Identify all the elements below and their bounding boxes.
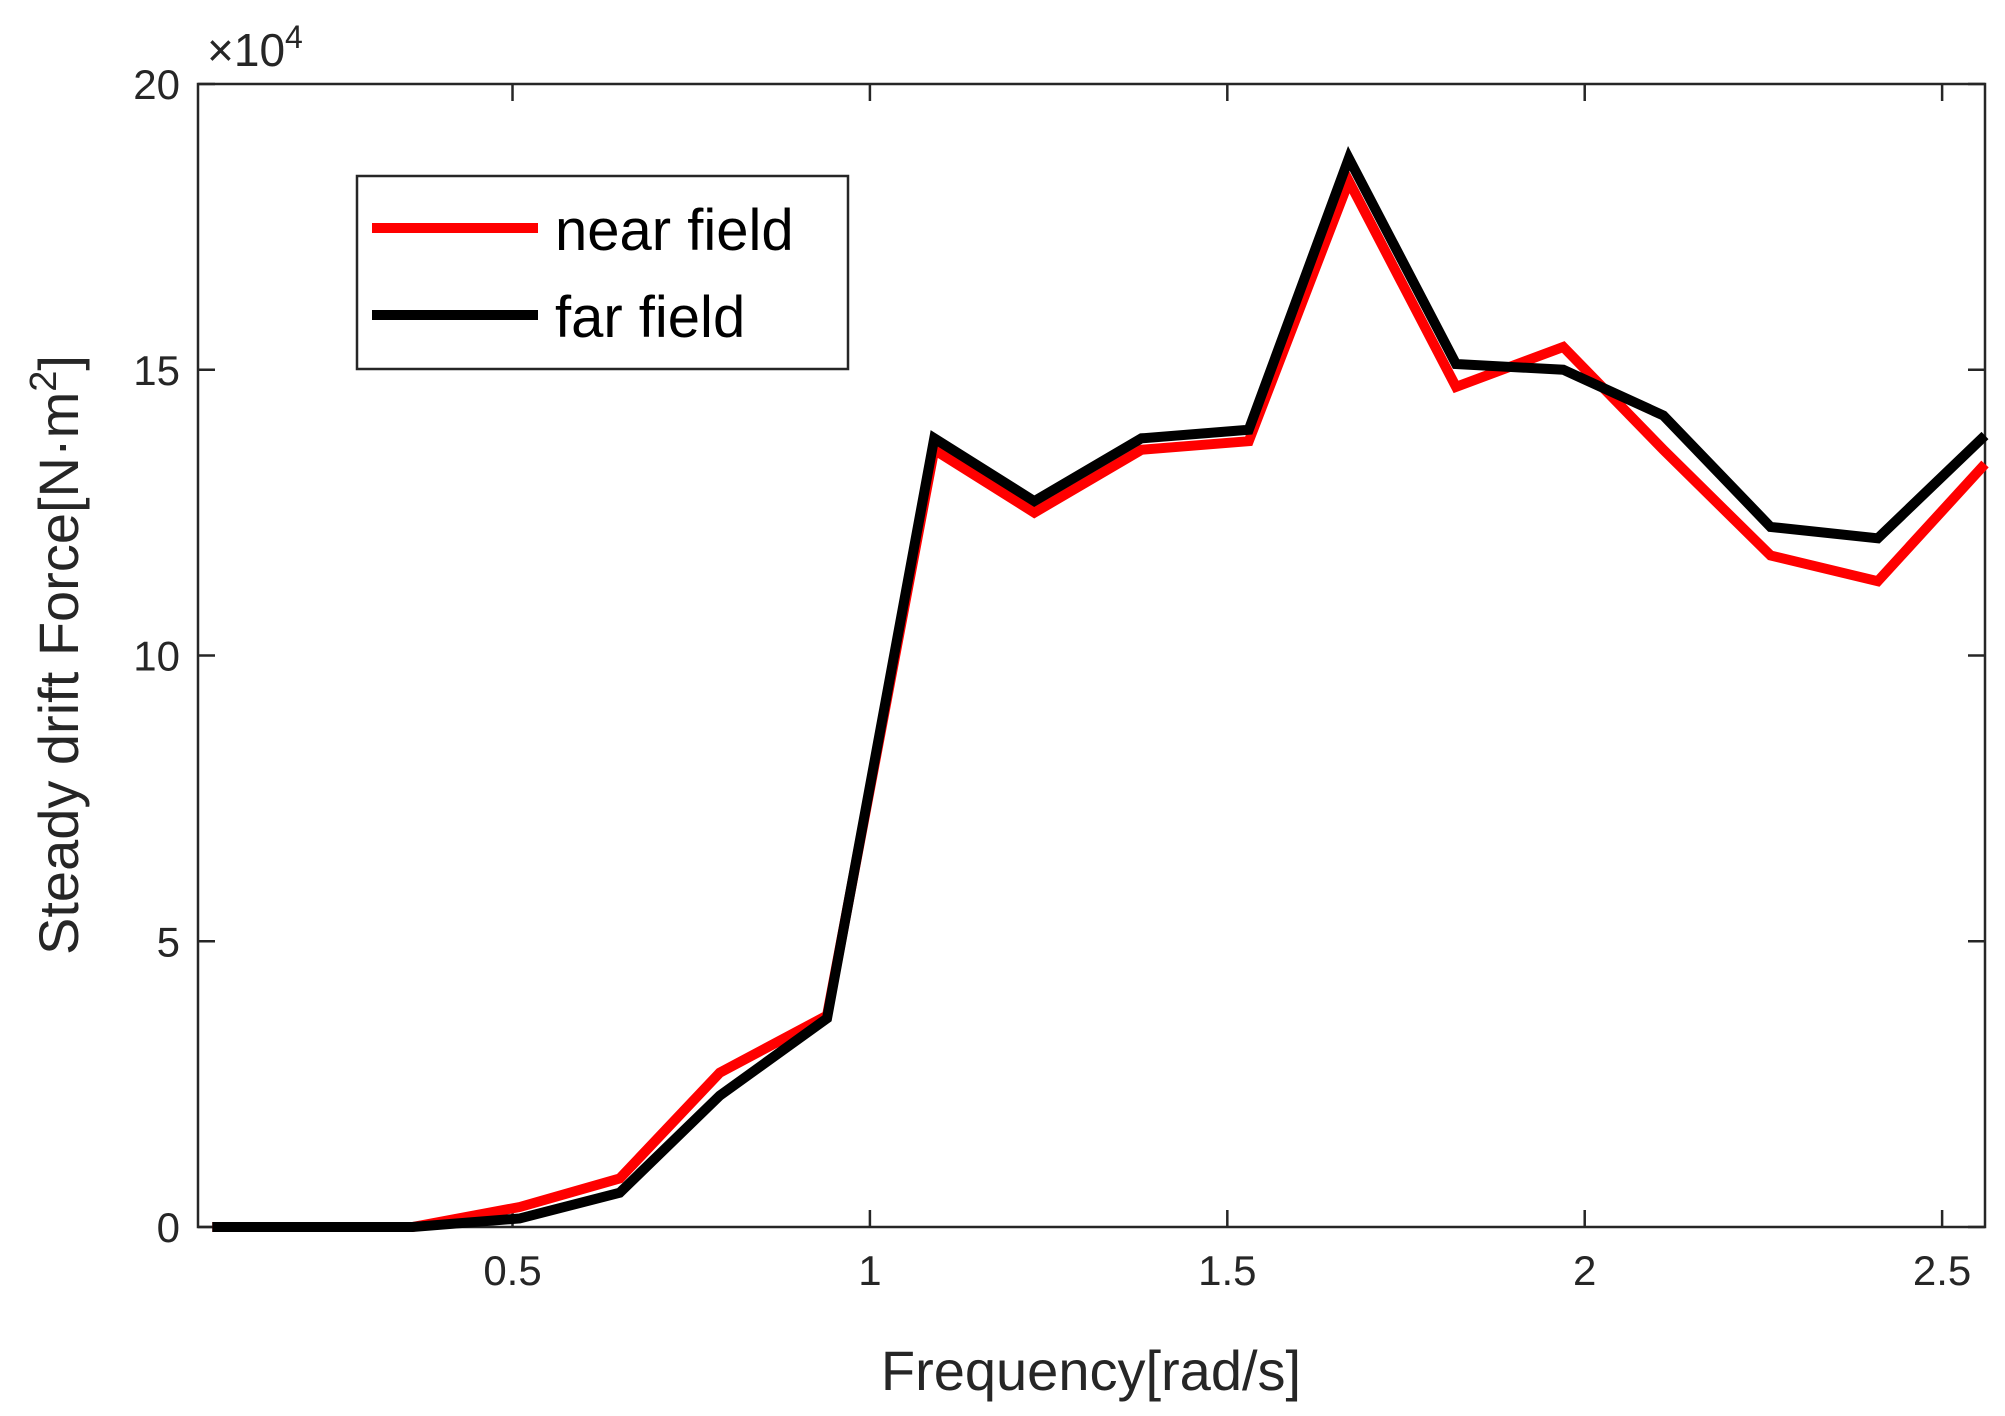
x-tick-label: 2.5 <box>1913 1247 1971 1294</box>
series-line-far-field <box>212 145 1989 1232</box>
legend: near field far field <box>355 174 850 371</box>
y-tick-label: 10 <box>133 633 180 680</box>
y-tick-label: 0 <box>157 1204 180 1251</box>
legend-label-far-field: far field <box>555 285 745 350</box>
axis-tick-labels: 0.5 1 1.5 2 2.5 0 5 10 15 20 <box>133 61 1971 1294</box>
y-tick-label: 5 <box>157 918 180 965</box>
axis-multiplier: ×104 <box>207 19 303 76</box>
x-axis-title: Frequency[rad/s] <box>881 1339 1301 1402</box>
y-tick-label: 15 <box>133 347 180 394</box>
x-tick-label: 2 <box>1573 1247 1596 1294</box>
series-layer <box>212 145 1989 1232</box>
y-axis-title: Steady drift Force[N·m2] <box>23 355 90 955</box>
x-tick-label: 1 <box>858 1247 881 1294</box>
series-line-near-field <box>212 169 1989 1232</box>
x-tick-label: 0.5 <box>483 1247 541 1294</box>
y-tick-label: 20 <box>133 61 180 108</box>
axis-ticks <box>198 82 1985 1229</box>
legend-label-near-field: near field <box>555 198 794 263</box>
x-tick-label: 1.5 <box>1198 1247 1256 1294</box>
legend-box <box>355 174 850 371</box>
